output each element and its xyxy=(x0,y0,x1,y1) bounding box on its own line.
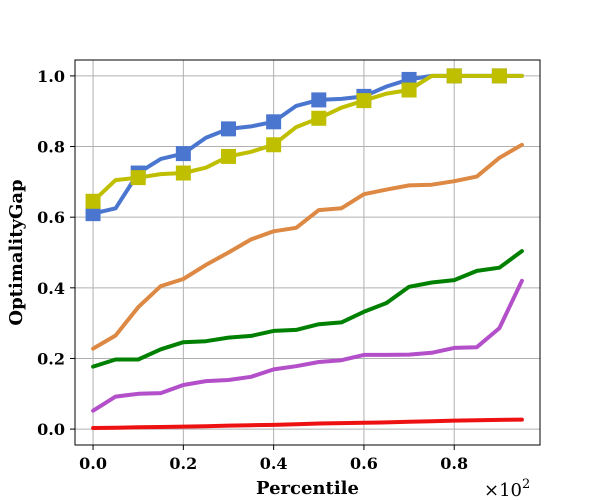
marker-blue xyxy=(311,92,327,108)
y-tick-label: 0.2 xyxy=(37,349,65,368)
series-line-red xyxy=(91,417,524,430)
marker-yellow xyxy=(491,68,507,84)
marker-blue xyxy=(220,121,236,137)
y-tick-label: 1.0 xyxy=(37,67,65,86)
series-line-purple xyxy=(91,278,524,413)
marker-blue xyxy=(175,146,191,162)
marker-yellow xyxy=(130,170,146,186)
marker-yellow xyxy=(356,93,372,109)
x-axis-ticks: 0.0 0.2 0.4 0.6 0.8 xyxy=(79,445,468,473)
grid-lines xyxy=(75,60,540,445)
x-axis-title: Percentile xyxy=(256,478,359,499)
x-axis-scale-exponent: 2 xyxy=(522,477,530,492)
x-tick-label: 0.4 xyxy=(260,454,288,473)
x-tick-label: 0.8 xyxy=(440,454,468,473)
x-tick-label: 0.2 xyxy=(169,454,197,473)
x-tick-label: 0.6 xyxy=(350,454,378,473)
y-tick-label: 0.6 xyxy=(37,208,65,227)
y-axis-ticks: 0.0 0.2 0.4 0.6 0.8 1.0 xyxy=(37,67,75,439)
marker-yellow xyxy=(446,68,462,84)
y-tick-label: 0.8 xyxy=(37,138,65,157)
marker-yellow xyxy=(401,82,417,98)
series-line-orange xyxy=(91,142,524,351)
marker-blue xyxy=(85,206,101,222)
marker-yellow xyxy=(175,165,191,181)
x-axis-scale-label: ×102 xyxy=(484,477,530,500)
marker-yellow xyxy=(85,193,101,209)
y-axis-title: OptimalityGap xyxy=(6,179,27,325)
y-tick-label: 0.4 xyxy=(37,279,65,298)
x-axis-scale-base: ×10 xyxy=(484,480,522,500)
marker-yellow xyxy=(311,110,327,126)
marker-yellow xyxy=(220,148,236,164)
x-tick-label: 0.0 xyxy=(79,454,107,473)
series-line-blue xyxy=(91,73,524,216)
marker-blue xyxy=(266,114,282,130)
series-line-green xyxy=(91,249,524,369)
plot-frame xyxy=(74,59,541,446)
series-group xyxy=(85,68,524,430)
y-tick-label: 0.0 xyxy=(37,420,65,439)
marker-yellow xyxy=(266,137,282,153)
